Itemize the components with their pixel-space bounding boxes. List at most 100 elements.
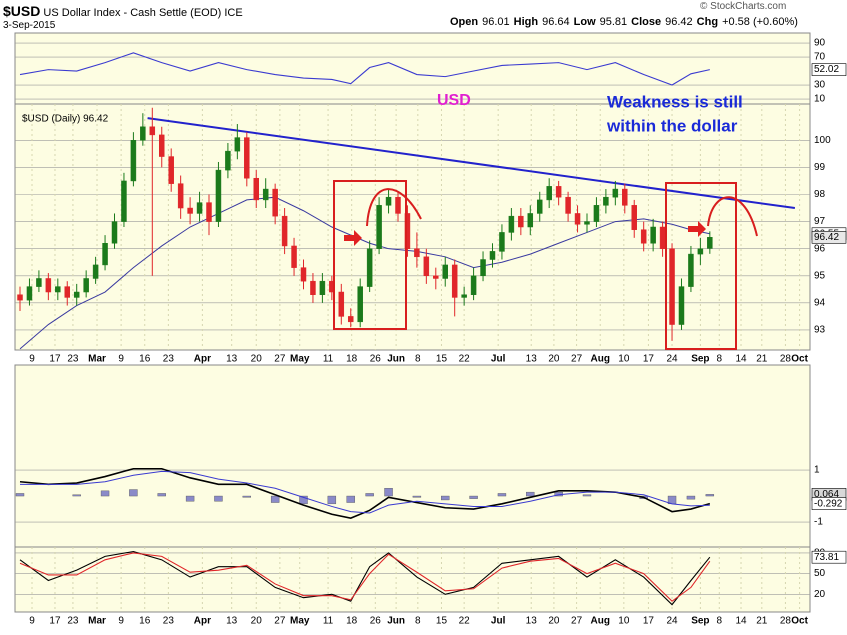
candle-body [508,215,515,233]
x-tick-label: 13 [226,354,238,365]
x-tick-label: 8 [415,616,421,627]
value-box-label: 0.064 [814,489,839,500]
quote-label: Low [573,16,596,28]
y-tick-label: 96 [814,243,826,254]
x-tick-label: 10 [618,354,630,365]
x-tick-label: 9 [29,616,35,627]
candle-body [272,188,278,217]
quote-label: Chg [696,16,719,28]
candle-body [83,278,89,293]
x-tick-label: 13 [226,616,238,627]
x-tick-label: 23 [163,616,175,627]
candle-body [45,278,52,293]
histogram-bar [686,495,696,500]
x-tick-label: 11 [323,354,334,365]
x-tick-label: 17 [49,354,61,365]
histogram-bar [299,495,308,505]
x-tick-label: Jul [491,354,506,365]
candle-body [357,286,363,323]
candle-body [234,137,241,152]
x-tick-label: Jun [387,354,405,365]
candle-body [215,169,222,222]
candle-body [149,126,156,136]
candle-body [659,226,666,249]
candle-body [678,286,685,325]
histogram-bar [270,495,280,503]
arrow [688,221,706,237]
candle-body [338,291,345,317]
y-tick-label: 30 [814,80,826,91]
y-tick-label: 93 [814,325,826,336]
x-tick-label: 17 [643,354,655,365]
x-tick-label: 8 [717,616,723,627]
x-tick-label: 27 [571,354,583,365]
candle-body [546,186,552,201]
x-tick-label: 27 [274,354,286,365]
candle-body [206,202,212,222]
histogram-bar [72,494,81,497]
x-tick-label: 17 [643,616,655,627]
candle-body [168,156,174,184]
y-tick-label: 99 [814,162,826,173]
y-tick-label: 94 [814,297,826,308]
candle-body [262,188,269,201]
date: 3-Sep-2015 [3,20,56,31]
candle-body [225,150,231,171]
candle-body [433,275,439,279]
candle-body [461,294,467,298]
x-tick-label: 24 [666,616,678,627]
histogram-bar [705,494,715,497]
x-tick-label: Apr [194,616,211,627]
quote-value: 95.81 [599,16,628,28]
x-tick-label: 21 [756,616,768,627]
candle-body [527,213,534,228]
panels [14,32,811,613]
x-tick-label: Aug [590,616,609,627]
candle-body [640,229,647,244]
candle-body [73,291,80,298]
x-tick-label: Aug [590,354,609,365]
value-box [811,550,847,564]
value-box-label: 96.42 [814,232,839,243]
value-box-label: -0.292 [814,498,843,509]
highlight-box [665,182,737,350]
value-box [811,497,847,510]
y-tick-label: 10 [814,94,826,105]
panel-frame [14,103,811,351]
x-tick-label: Mar [88,354,106,365]
annotations: $USD (Daily) 96.42 USD Weakness is still… [22,92,758,350]
x-tick-label: 10 [618,616,630,627]
candle-body [499,232,505,252]
x-tick-label: 16 [139,616,151,627]
candle-body [17,294,23,301]
histogram-bar [497,493,507,497]
x-tick-label: 26 [370,354,382,365]
candle-body [622,188,628,206]
candle-body [612,188,619,198]
candle-body [55,286,61,293]
candle-body [177,183,184,209]
candle-body [347,316,354,323]
x-tick-label: 13 [526,354,538,365]
candle-body [631,205,637,230]
histogram-bar [185,495,195,502]
candle-body [244,137,250,179]
x-tick-label: 17 [49,616,61,627]
candle-body [253,177,259,201]
x-tick-label: 23 [67,354,79,365]
x-tick-label: 21 [756,354,768,365]
arc-annotation [707,196,758,237]
histogram-bar [100,490,110,497]
x-tick-label: 24 [666,354,678,365]
x-tick-label: 8 [415,354,421,365]
arc-annotation [366,188,422,227]
candle-body [650,226,656,244]
x-tick-label: 20 [251,354,263,365]
x-tick-label: 22 [459,354,471,365]
histogram-bar [469,495,478,499]
candle-body [196,202,203,214]
candle-body [159,134,165,157]
panel-frame [14,364,811,548]
